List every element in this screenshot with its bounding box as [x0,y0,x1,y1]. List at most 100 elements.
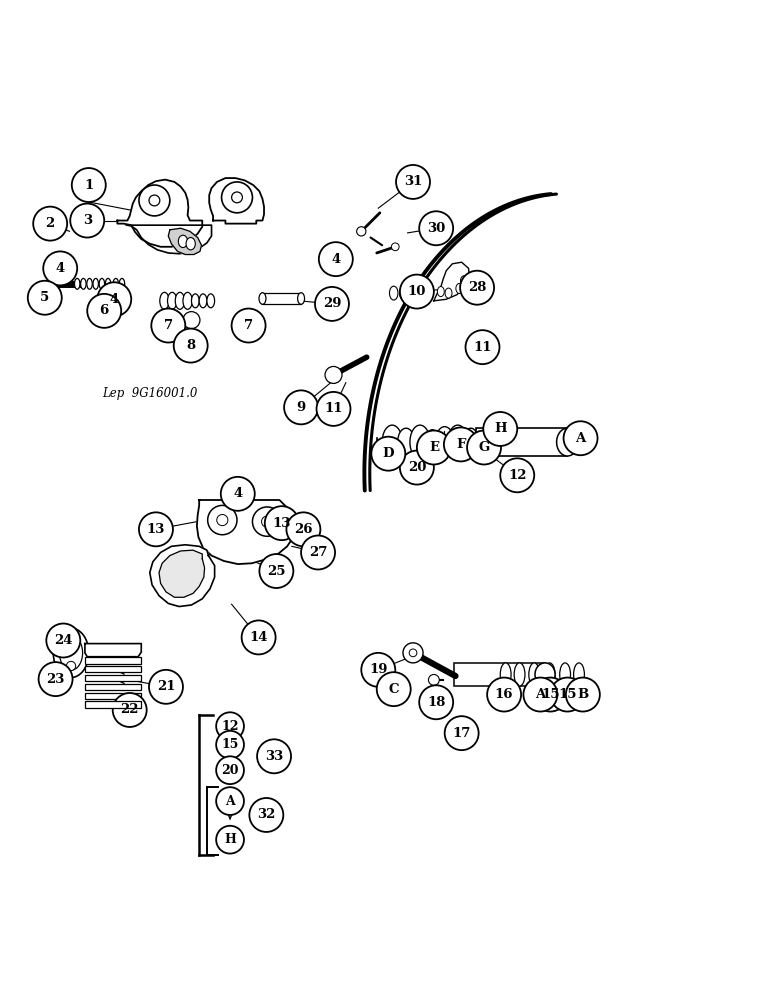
Text: 11: 11 [473,341,492,354]
Polygon shape [168,228,201,255]
Circle shape [357,227,366,236]
Ellipse shape [544,663,555,686]
Circle shape [500,458,534,492]
Text: 11: 11 [324,402,343,415]
Ellipse shape [74,278,80,289]
Text: A: A [225,795,235,808]
Text: 20: 20 [408,461,426,474]
Circle shape [252,507,282,536]
Circle shape [419,211,453,245]
Text: 4: 4 [56,262,65,275]
Text: 13: 13 [273,517,291,530]
Circle shape [301,536,335,569]
Ellipse shape [175,292,185,309]
Circle shape [467,431,501,464]
Text: 15: 15 [541,688,560,701]
Ellipse shape [463,428,479,456]
Circle shape [403,643,423,663]
Circle shape [523,678,557,712]
Ellipse shape [448,425,468,459]
Ellipse shape [113,278,118,289]
Circle shape [564,421,598,455]
Circle shape [466,330,499,364]
Circle shape [325,366,342,383]
Circle shape [113,693,147,727]
Ellipse shape [514,663,525,686]
Circle shape [217,514,228,526]
Ellipse shape [191,294,199,308]
Text: A: A [575,432,586,445]
Circle shape [371,437,405,471]
Text: 8: 8 [186,339,195,352]
Ellipse shape [160,292,169,309]
Circle shape [216,712,244,740]
Text: 28: 28 [468,281,486,294]
Circle shape [174,329,208,363]
Bar [85,701,141,708]
Circle shape [149,195,160,206]
Ellipse shape [186,238,195,250]
Circle shape [28,281,62,315]
Text: 18: 18 [427,696,445,709]
Text: G: G [479,441,489,454]
Ellipse shape [105,278,111,289]
Ellipse shape [207,294,215,308]
Circle shape [97,282,131,316]
Ellipse shape [410,425,430,459]
Text: 7: 7 [244,319,253,332]
Circle shape [221,477,255,511]
Text: 9: 9 [296,401,306,414]
Bar [85,675,141,681]
Circle shape [208,505,237,535]
Circle shape [417,431,451,464]
Ellipse shape [445,288,452,298]
Ellipse shape [199,294,207,308]
Circle shape [183,312,200,329]
Text: E: E [429,441,438,454]
Circle shape [72,168,106,202]
Polygon shape [209,178,264,224]
Circle shape [550,678,584,712]
Ellipse shape [53,628,89,678]
Circle shape [149,670,183,704]
Text: 26: 26 [294,523,313,536]
Text: 15: 15 [558,688,577,701]
Ellipse shape [409,285,418,299]
Ellipse shape [455,283,462,293]
Bar [454,663,545,686]
Bar [85,693,141,699]
Circle shape [396,165,430,199]
Text: 13: 13 [147,523,165,536]
Circle shape [232,309,266,343]
Circle shape [259,554,293,588]
Text: 17: 17 [452,727,471,740]
Circle shape [43,251,77,285]
Circle shape [445,716,479,750]
Bar [85,657,141,664]
Circle shape [409,649,417,657]
Ellipse shape [168,292,177,309]
Polygon shape [159,550,205,597]
Bar [476,428,567,456]
Text: D: D [383,447,394,460]
Ellipse shape [500,663,511,686]
Circle shape [216,756,244,784]
Text: 16: 16 [495,688,513,701]
Polygon shape [117,180,202,247]
Ellipse shape [560,663,571,686]
Text: 7: 7 [164,319,173,332]
Circle shape [33,207,67,241]
Ellipse shape [59,635,83,670]
Text: 33: 33 [265,750,283,763]
Text: 19: 19 [369,663,388,676]
Circle shape [286,512,320,546]
Polygon shape [85,644,141,657]
Bar [85,684,141,690]
Text: 29: 29 [323,297,341,310]
Text: 14: 14 [249,631,268,644]
Circle shape [391,243,399,251]
Circle shape [315,287,349,321]
Ellipse shape [574,663,584,686]
Ellipse shape [382,425,402,459]
Circle shape [361,653,395,687]
